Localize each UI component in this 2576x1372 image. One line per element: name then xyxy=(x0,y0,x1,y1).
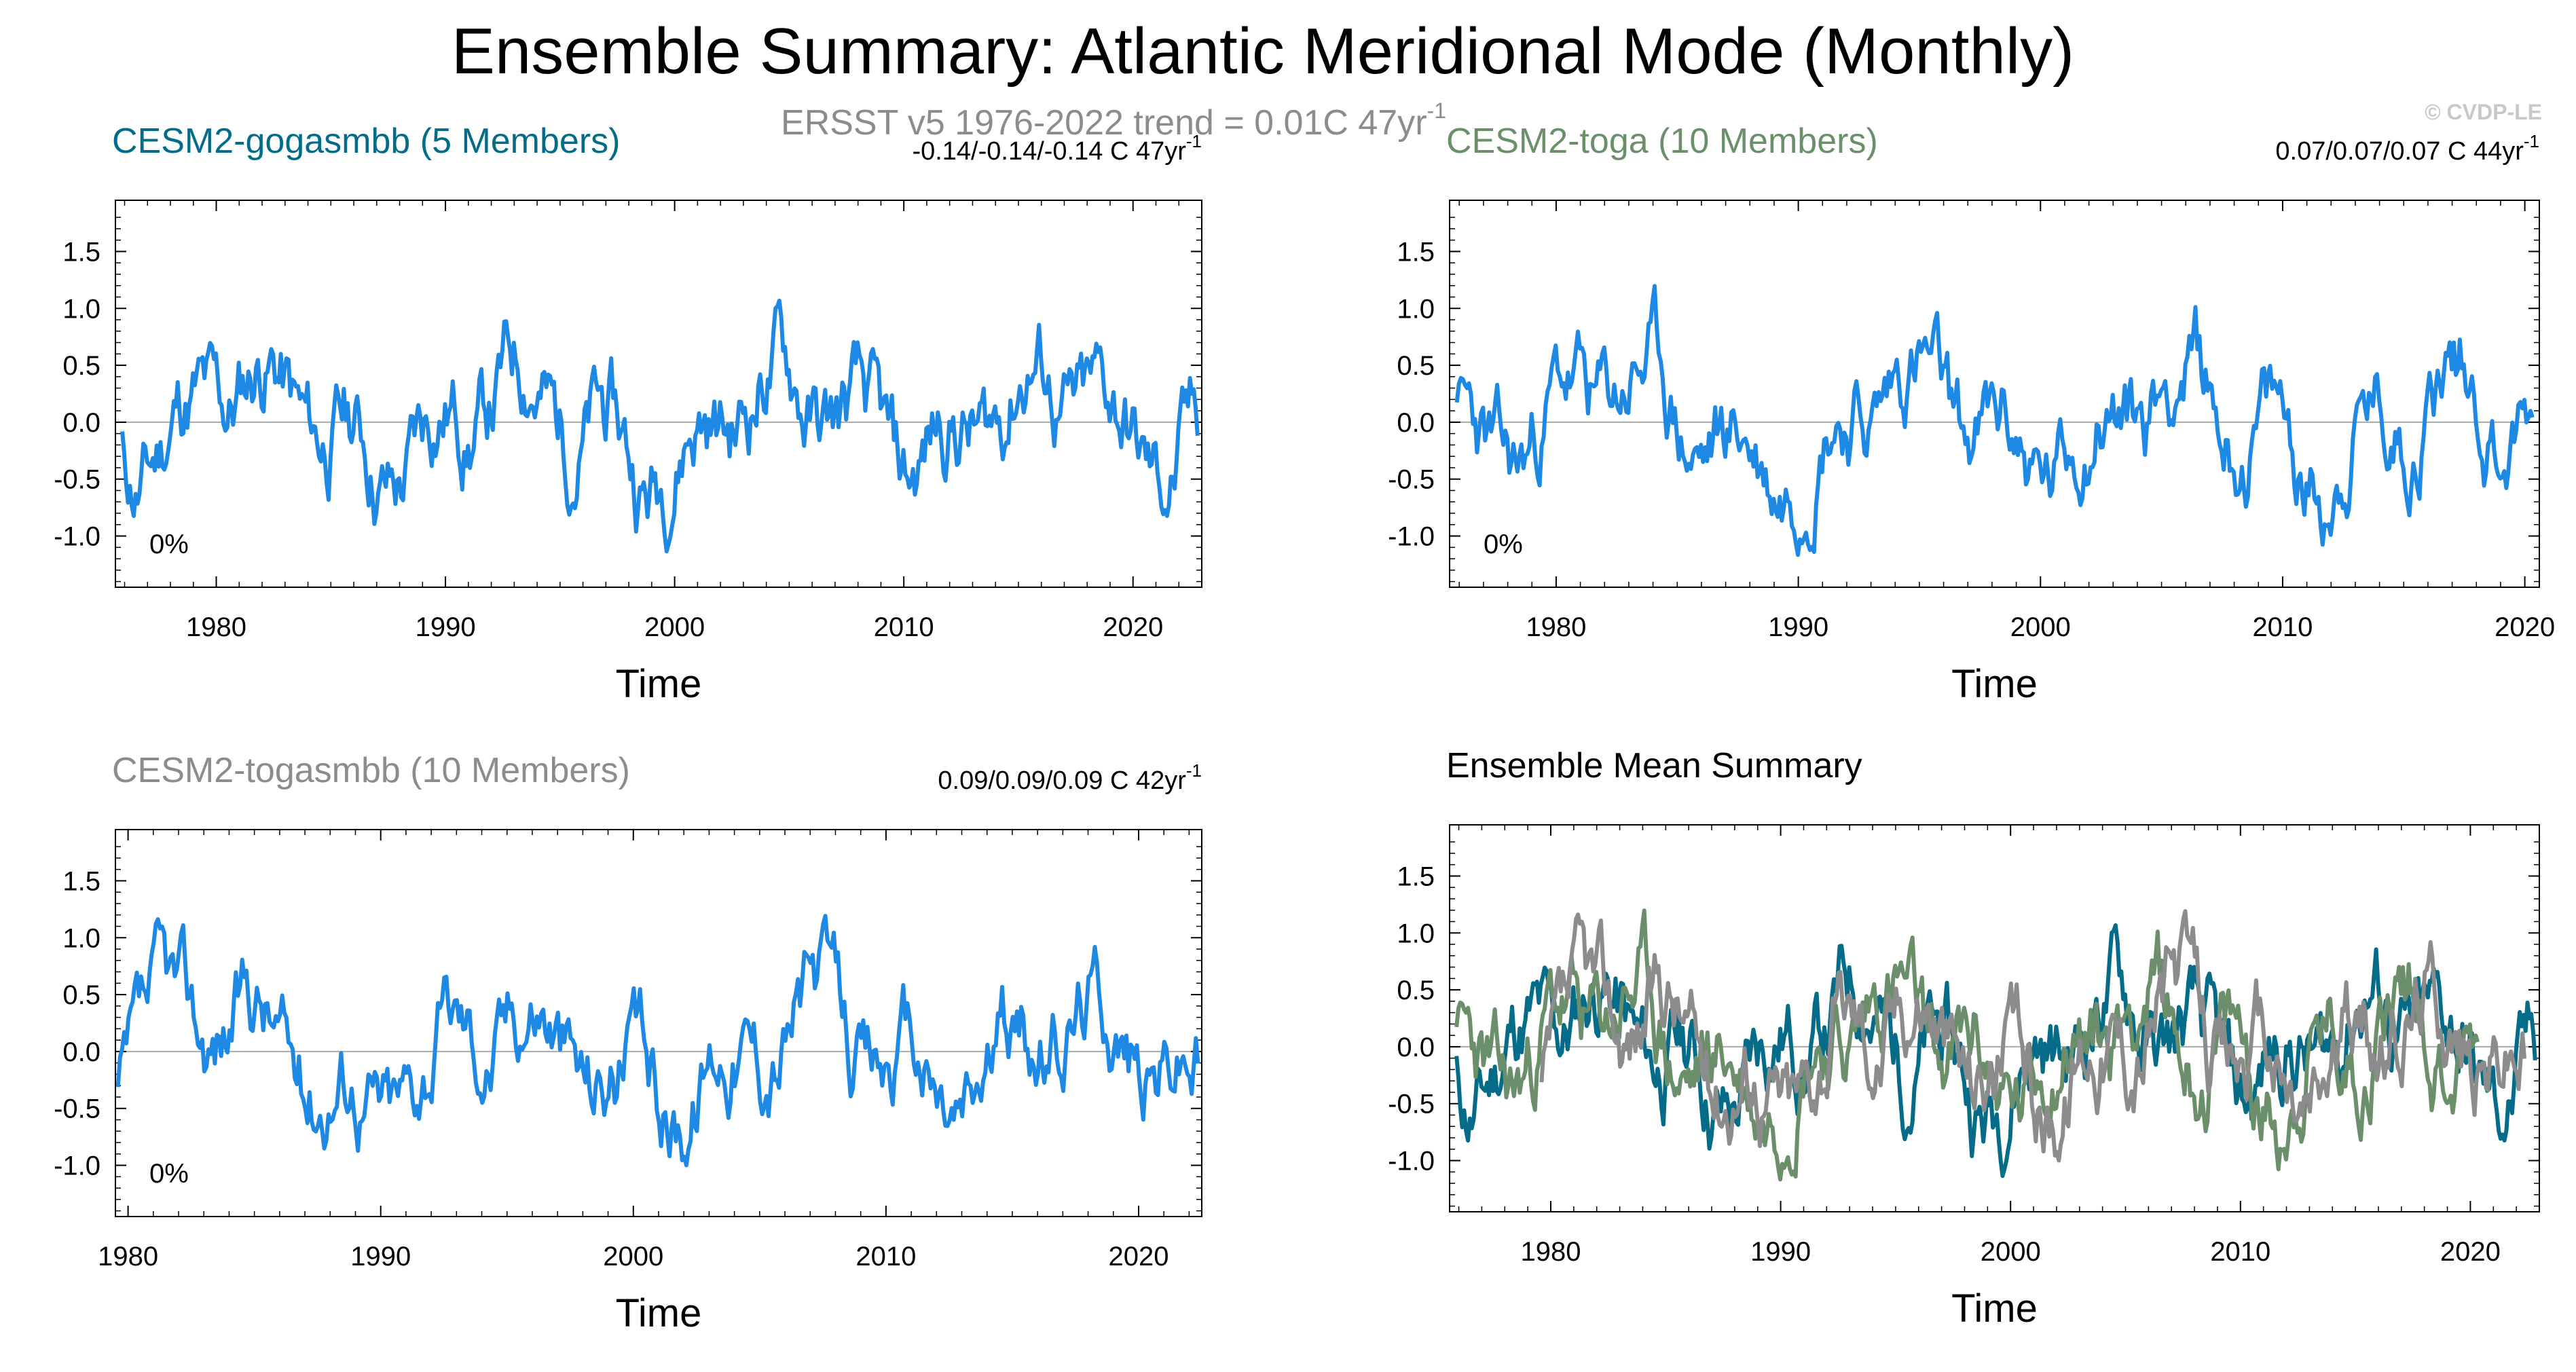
plot-frame xyxy=(115,200,1202,588)
panel-2: 1.5 1.0 0.5 0.0 -0.5 -1.0 1980 1990 2000 2010 2020… xyxy=(1388,122,2555,706)
x-tick-label: 2020 xyxy=(2440,1237,2501,1267)
trend-text: 0.07/0.07/0.07 C 44yr xyxy=(2275,137,2524,166)
trend-sup: -1 xyxy=(1186,131,1202,151)
y-tick-label: 1.0 xyxy=(62,294,100,324)
y-tick-label: 1.5 xyxy=(1397,237,1435,267)
x-tick-label: 1990 xyxy=(1750,1237,1811,1267)
x-tick-label: 1980 xyxy=(98,1242,158,1272)
y-tick-label: -0.5 xyxy=(54,465,100,495)
y-tick-label: 1.5 xyxy=(1397,861,1435,891)
plot-frame xyxy=(1449,824,2540,1212)
panel-title: CESM2-gogasmbb (5 Members) xyxy=(112,122,620,161)
x-tick-label: 1990 xyxy=(350,1242,411,1272)
x-axis-label: Time xyxy=(1951,1286,2038,1331)
x-axis-label: Time xyxy=(616,662,702,706)
y-tick-label: -0.5 xyxy=(1388,1090,1435,1119)
trend-sup: -1 xyxy=(2524,131,2539,151)
trend-sup: -1 xyxy=(1186,760,1202,781)
x-tick-label: 2000 xyxy=(2010,612,2071,642)
x-tick-label: 1980 xyxy=(186,612,246,642)
y-tick-label: 0.0 xyxy=(1397,408,1435,438)
series-line-1 xyxy=(120,299,1200,554)
y-tick-label: 1.0 xyxy=(62,923,100,953)
y-tick-label: 0.5 xyxy=(62,351,100,381)
y-tick-label: 0.0 xyxy=(1397,1033,1435,1062)
x-tick-label: 1990 xyxy=(416,612,476,642)
panel-title: CESM2-togasmbb (10 Members) xyxy=(112,751,630,790)
trend-label: -0.14/-0.14/-0.14 C 47yr-1 xyxy=(912,131,1202,166)
x-tick-label: 2000 xyxy=(1981,1237,2041,1267)
x-axis-label: Time xyxy=(616,1291,702,1335)
trend-text: -0.14/-0.14/-0.14 C 47yr xyxy=(912,137,1186,166)
zero-percent-label: 0% xyxy=(149,530,189,559)
y-tick-label: 0.5 xyxy=(62,980,100,1010)
x-tick-label: 2010 xyxy=(2252,612,2313,642)
y-tick-label: 0.0 xyxy=(62,1037,100,1067)
credit-label: © CVDP-LE xyxy=(2425,100,2542,124)
x-tick-label: 2020 xyxy=(2495,612,2555,642)
y-tick-label: -1.0 xyxy=(54,522,100,552)
x-tick-label: 2020 xyxy=(1103,612,1163,642)
panel-1: 1.5 1.0 0.5 0.0 -0.5 -1.0 1980 1990 2000 2010 2020… xyxy=(54,122,1202,706)
series-line-3 xyxy=(1539,909,2526,1163)
y-tick-label: 1.5 xyxy=(62,237,100,267)
trend-label: 0.09/0.09/0.09 C 42yr-1 xyxy=(938,760,1202,795)
observation-text: ERSST v5 1976-2022 trend = 0.01C 47yr xyxy=(781,103,1427,143)
y-tick-label: -1.0 xyxy=(54,1151,100,1181)
series-line-2 xyxy=(1454,908,2480,1182)
y-tick-label: 1.0 xyxy=(1397,919,1435,948)
series-line-1 xyxy=(115,914,1200,1168)
x-tick-label: 2010 xyxy=(855,1242,916,1272)
x-tick-label: 2000 xyxy=(644,612,705,642)
y-tick-label: -0.5 xyxy=(1388,465,1435,495)
y-tick-label: -0.5 xyxy=(54,1094,100,1124)
panel-title: CESM2-toga (10 Members) xyxy=(1446,122,1878,161)
x-tick-label: 1980 xyxy=(1520,1237,1581,1267)
zero-percent-label: 0% xyxy=(149,1159,189,1189)
observation-trend: ERSST v5 1976-2022 trend = 0.01C 47yr-1 xyxy=(781,98,1446,143)
y-tick-label: 1.0 xyxy=(1397,294,1435,324)
x-tick-label: 2020 xyxy=(1108,1242,1169,1272)
y-tick-label: 0.5 xyxy=(1397,351,1435,381)
y-tick-label: 0.0 xyxy=(62,408,100,438)
y-tick-label: -1.0 xyxy=(1388,522,1435,552)
x-tick-label: 2010 xyxy=(874,612,934,642)
x-tick-label: 2010 xyxy=(2210,1237,2270,1267)
figure-title: Ensemble Summary: Atlantic Meridional Mo… xyxy=(452,15,2074,88)
trend-text: 0.09/0.09/0.09 C 42yr xyxy=(938,766,1186,795)
panel-3: 1.5 1.0 0.5 0.0 -0.5 -1.0 1980 1990 2000 2010 2020… xyxy=(54,751,1202,1335)
x-tick-label: 1990 xyxy=(1768,612,1828,642)
trend-label: 0.07/0.07/0.07 C 44yr-1 xyxy=(2275,131,2539,166)
series-line-1 xyxy=(1454,284,2535,557)
plot-frame xyxy=(1449,200,2540,588)
panels: 1.5 1.0 0.5 0.0 -0.5 -1.0 1980 1990 2000 2010 2020… xyxy=(54,122,2555,1335)
zero-percent-label: 0% xyxy=(1484,530,1523,559)
x-tick-label: 2000 xyxy=(603,1242,663,1272)
panel-title: Ensemble Mean Summary xyxy=(1446,746,1862,785)
x-tick-label: 1980 xyxy=(1526,612,1586,642)
observation-sup: -1 xyxy=(1427,98,1446,123)
panel-4: 1.5 1.0 0.5 0.0 -0.5 -1.0 1980 1990 2000 2010 2020… xyxy=(1388,746,2540,1331)
y-tick-label: -1.0 xyxy=(1388,1147,1435,1176)
x-axis-label: Time xyxy=(1951,662,2038,706)
y-tick-label: 0.5 xyxy=(1397,976,1435,1005)
y-tick-label: 1.5 xyxy=(62,866,100,896)
